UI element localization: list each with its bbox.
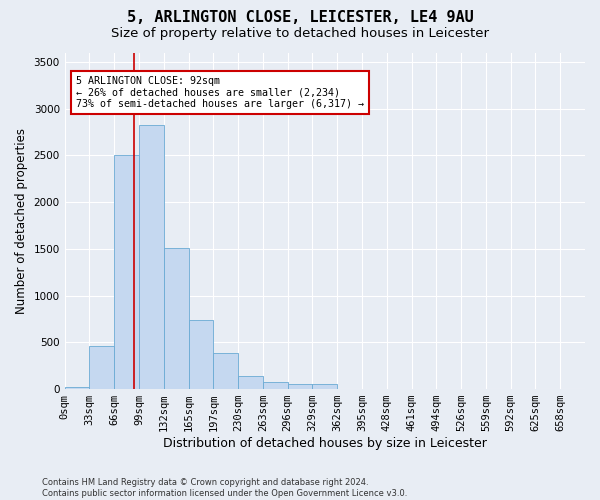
Bar [89,346,114,389]
Bar [214,352,238,389]
Bar [287,384,313,389]
Bar [164,248,188,389]
Text: Contains HM Land Registry data © Crown copyright and database right 2024.
Contai: Contains HM Land Registry data © Crown c… [42,478,407,498]
Bar [188,320,214,389]
X-axis label: Distribution of detached houses by size in Leicester: Distribution of detached houses by size … [163,437,487,450]
Bar [238,376,263,389]
Text: 5 ARLINGTON CLOSE: 92sqm
← 26% of detached houses are smaller (2,234)
73% of sem: 5 ARLINGTON CLOSE: 92sqm ← 26% of detach… [76,76,364,109]
Bar [263,382,287,389]
Y-axis label: Number of detached properties: Number of detached properties [15,128,28,314]
Text: 5, ARLINGTON CLOSE, LEICESTER, LE4 9AU: 5, ARLINGTON CLOSE, LEICESTER, LE4 9AU [127,10,473,25]
Bar [313,384,337,389]
Bar [65,386,89,389]
Bar [139,126,164,389]
Text: Size of property relative to detached houses in Leicester: Size of property relative to detached ho… [111,28,489,40]
Bar [114,156,139,389]
